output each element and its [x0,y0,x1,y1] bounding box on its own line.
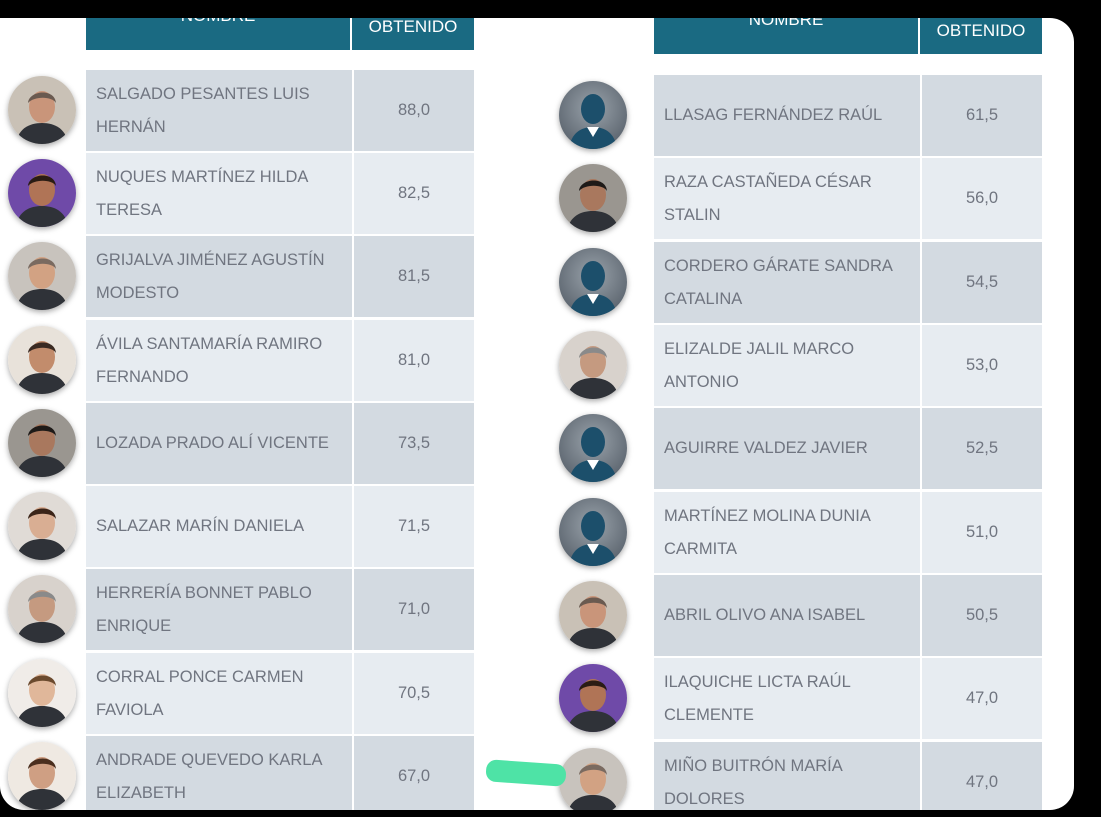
candidate-name: ELIZALDE JALIL MARCO ANTONIO [654,325,920,406]
candidate-name: SALAZAR MARÍN DANIELA [86,486,352,567]
avatar [559,664,627,732]
candidate-score: 52,5 [922,408,1042,489]
table-row: CORRAL PONCE CARMEN FAVIOLA 70,5 [0,653,474,734]
table-row: SALAZAR MARÍN DANIELA 71,5 [0,486,474,567]
candidate-score: 81,5 [354,236,474,317]
candidate-score: 47,0 [922,658,1042,739]
header-score: OBTENIDO [936,21,1026,40]
table-row: MARTÍNEZ MOLINA DUNIA CARMITA 51,0 [553,492,1042,573]
candidate-name: LLASAG FERNÁNDEZ RAÚL [654,75,920,156]
candidate-score: 54,5 [922,242,1042,323]
candidate-score: 50,5 [922,575,1042,656]
table-row: ILAQUICHE LICTA RAÚL CLEMENTE 47,0 [553,658,1042,739]
candidate-name: LOZADA PRADO ALÍ VICENTE [86,403,352,484]
candidate-score: 53,0 [922,325,1042,406]
avatar [8,242,76,310]
avatar [8,409,76,477]
table-row: ABRIL OLIVO ANA ISABEL 50,5 [553,575,1042,656]
table-row: ELIZALDE JALIL MARCO ANTONIO 53,0 [553,325,1042,406]
highlighter-mark [485,759,567,787]
table-row: MIÑO BUITRÓN MARÍA DOLORES 47,0 [553,742,1042,810]
candidate-name: CORRAL PONCE CARMEN FAVIOLA [86,653,352,734]
avatar [8,326,76,394]
table-row: SALGADO PESANTES LUIS HERNÁN 88,0 [0,70,474,151]
avatar [8,159,76,227]
candidate-name: ANDRADE QUEVEDO KARLA ELIZABETH [86,736,352,810]
avatar [559,164,627,232]
avatar-placeholder-icon [559,248,627,316]
candidate-name: SALGADO PESANTES LUIS HERNÁN [86,70,352,151]
candidate-score: 71,0 [354,569,474,650]
candidate-score: 88,0 [354,70,474,151]
candidate-name: ÁVILA SANTAMARÍA RAMIRO FERNANDO [86,320,352,401]
candidate-score: 81,0 [354,320,474,401]
candidate-name: GRIJALVA JIMÉNEZ AGUSTÍN MODESTO [86,236,352,317]
avatar [8,659,76,727]
candidate-score: 51,0 [922,492,1042,573]
avatar [559,581,627,649]
candidate-name: NUQUES MARTÍNEZ HILDA TERESA [86,153,352,234]
table-row: HERRERÍA BONNET PABLO ENRIQUE 71,0 [0,569,474,650]
table-row: LLASAG FERNÁNDEZ RAÚL 61,5 [553,75,1042,156]
avatar [8,575,76,643]
candidate-score: 71,5 [354,486,474,567]
avatar-placeholder-icon [559,414,627,482]
table-row: RAZA CASTAÑEDA CÉSAR STALIN 56,0 [553,158,1042,239]
candidate-name: MARTÍNEZ MOLINA DUNIA CARMITA [654,492,920,573]
candidate-score: 70,5 [354,653,474,734]
candidate-score: 47,0 [922,742,1042,810]
header-score: OBTENIDO [368,18,458,36]
results-page: NOMBRE OBTENIDO SALGADO PESANTES LUIS HE… [0,18,1074,810]
table-row: ANDRADE QUEVEDO KARLA ELIZABETH 67,0 [0,736,474,810]
candidate-score: 56,0 [922,158,1042,239]
candidate-score: 73,5 [354,403,474,484]
right-table-header: NOMBRE OBTENIDO [654,18,1042,54]
candidate-name: AGUIRRE VALDEZ JAVIER [654,408,920,489]
table-row: CORDERO GÁRATE SANDRA CATALINA 54,5 [553,242,1042,323]
candidate-score: 67,0 [354,736,474,810]
avatar [8,76,76,144]
table-row: ÁVILA SANTAMARÍA RAMIRO FERNANDO 81,0 [0,320,474,401]
candidate-name: MIÑO BUITRÓN MARÍA DOLORES [654,742,920,810]
avatar [559,331,627,399]
header-name: NOMBRE [86,18,352,50]
candidate-name: RAZA CASTAÑEDA CÉSAR STALIN [654,158,920,239]
avatar-placeholder-icon [559,498,627,566]
avatar [8,742,76,810]
candidate-name: ABRIL OLIVO ANA ISABEL [654,575,920,656]
header-name: NOMBRE [654,18,920,54]
avatar-placeholder-icon [559,81,627,149]
candidate-name: CORDERO GÁRATE SANDRA CATALINA [654,242,920,323]
table-row: NUQUES MARTÍNEZ HILDA TERESA 82,5 [0,153,474,234]
table-row: LOZADA PRADO ALÍ VICENTE 73,5 [0,403,474,484]
candidate-name: HERRERÍA BONNET PABLO ENRIQUE [86,569,352,650]
candidate-score: 61,5 [922,75,1042,156]
avatar [8,492,76,560]
candidate-name: ILAQUICHE LICTA RAÚL CLEMENTE [654,658,920,739]
table-row: GRIJALVA JIMÉNEZ AGUSTÍN MODESTO 81,5 [0,236,474,317]
left-table-header: NOMBRE OBTENIDO [86,18,474,50]
avatar [559,748,627,810]
candidate-score: 82,5 [354,153,474,234]
table-row: AGUIRRE VALDEZ JAVIER 52,5 [553,408,1042,489]
